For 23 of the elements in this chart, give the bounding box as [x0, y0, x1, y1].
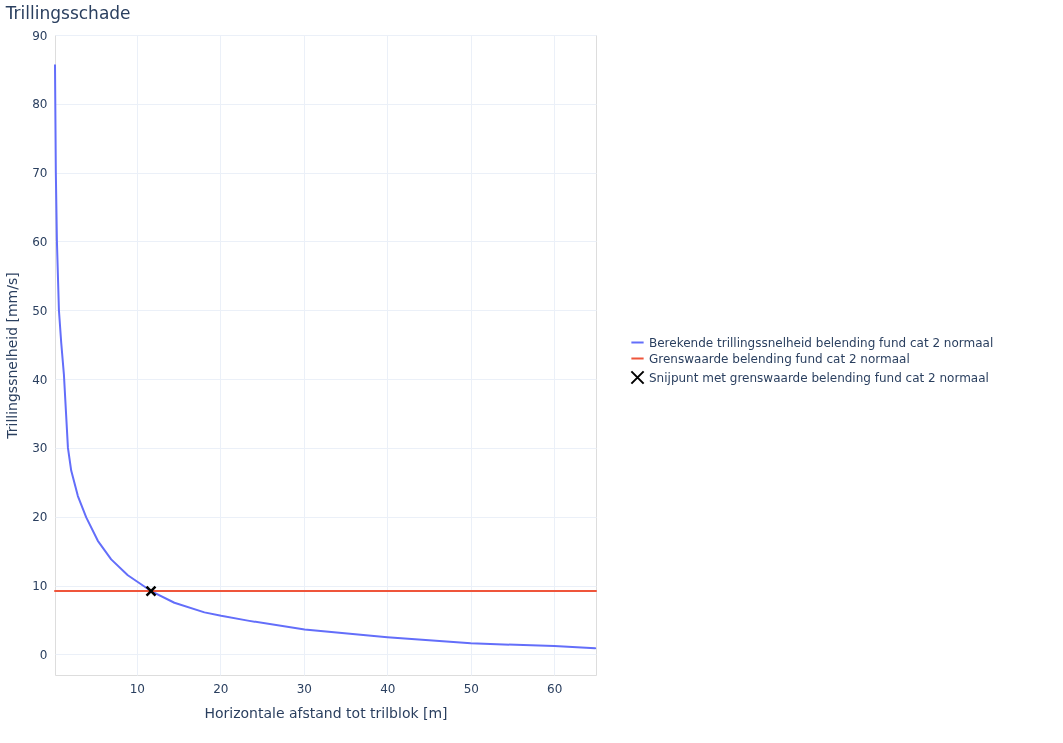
x-tick-label: 40 — [380, 681, 396, 696]
x-tick-label: 10 — [129, 681, 145, 696]
legend-label: Snijpunt met grenswaarde belending fund cat 2 normaal — [649, 370, 989, 385]
y-tick-label: 70 — [32, 166, 48, 181]
y-tick-label: 50 — [32, 303, 48, 318]
x-tick-label: 30 — [296, 681, 312, 696]
y-tick-label: 20 — [32, 510, 48, 525]
y-tick-label: 10 — [32, 579, 48, 594]
legend-label: Berekende trillingssnelheid belending fund cat 2 normaal — [649, 335, 994, 350]
x-tick-label: 50 — [463, 681, 479, 696]
y-tick-label: 90 — [32, 28, 48, 43]
x-tick-label: 60 — [547, 681, 563, 696]
y-tick-label: 30 — [32, 441, 48, 456]
y-tick-label: 60 — [32, 234, 48, 249]
y-tick-label: 80 — [32, 97, 48, 112]
legend-label: Grenswaarde belending fund cat 2 normaal — [649, 351, 910, 366]
x-tick-label: 20 — [213, 681, 229, 696]
x-axis-title: Horizontale afstand tot trilblok [m] — [204, 704, 448, 721]
line-series — [54, 64, 597, 650]
y-axis-title: Trillingssnelheid [mm/s] — [4, 272, 21, 440]
chart-title: Trillingsschade — [4, 3, 131, 23]
y-tick-label: 40 — [32, 372, 48, 387]
y-tick-label: 0 — [39, 647, 48, 662]
